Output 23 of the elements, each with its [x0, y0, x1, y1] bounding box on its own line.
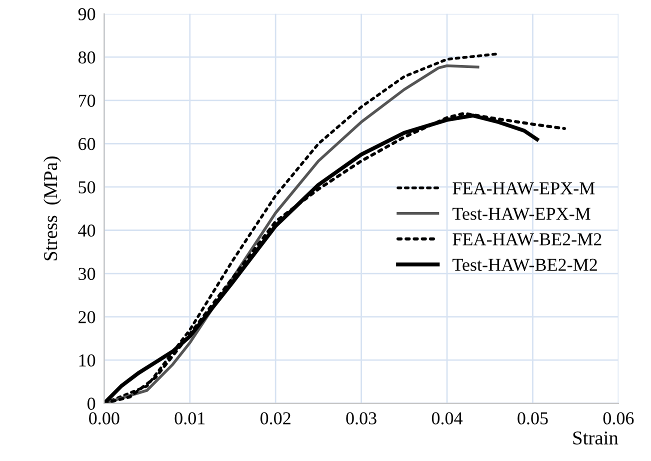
x-tick-label: 0.05 — [518, 412, 548, 424]
x-tick-label: 0.01 — [174, 412, 205, 424]
y-tick-label: 60 — [78, 138, 96, 150]
y-tick-label: 70 — [78, 94, 96, 107]
x-axis-title: Strain — [573, 431, 618, 445]
legend-label: FEA-HAW-EPX-M — [452, 182, 595, 194]
y-axis-title: Stress (MPa) — [43, 156, 62, 260]
y-tick-label: 30 — [78, 268, 96, 280]
y-tick-label: 50 — [78, 181, 96, 194]
legend-label: Test-HAW-BE2-M2 — [452, 258, 597, 272]
x-tick-label: 0.04 — [432, 412, 463, 424]
x-tick-label: 0.00 — [89, 412, 120, 424]
x-tick-label: 0.02 — [260, 412, 290, 424]
y-tick-label: 10 — [79, 354, 96, 367]
y-tick-label: 40 — [78, 224, 96, 237]
x-tick-label: 0.06 — [603, 412, 634, 424]
y-tick-label: 80 — [78, 51, 96, 64]
y-tick-label: 90 — [78, 8, 96, 20]
y-tick-label: 20 — [78, 311, 96, 324]
y-tick-label: 0 — [87, 398, 96, 410]
legend-label: FEA-HAW-BE2-M2 — [452, 233, 602, 246]
x-tick-label: 0.03 — [346, 412, 376, 424]
legend-label: Test-HAW-EPX-M — [452, 208, 590, 220]
